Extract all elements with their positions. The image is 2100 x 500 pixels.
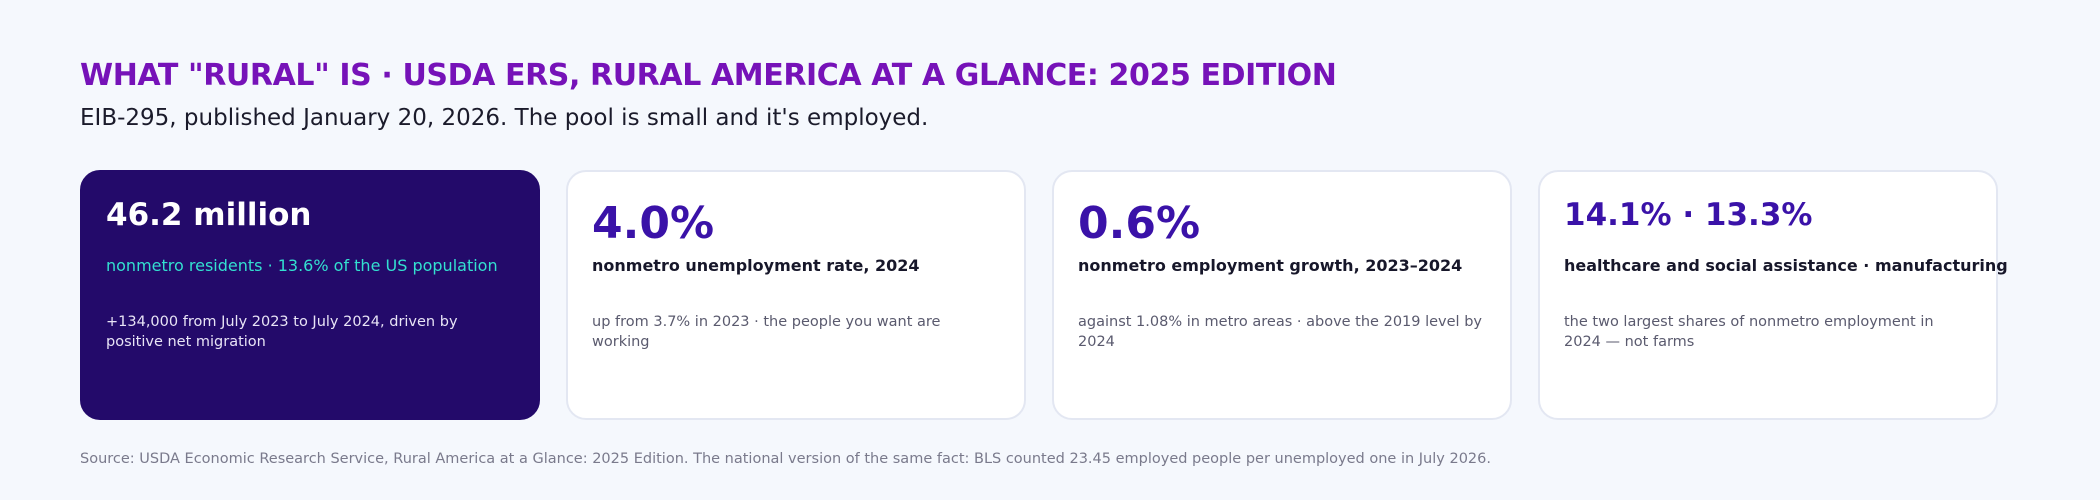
stat-note: against 1.08% in metro areas · above the… [1078,314,1482,350]
stat-card-population: 46.2 million nonmetro residents · 13.6% … [80,170,540,420]
stat-value: 14.1% · 13.3% [1564,197,1813,233]
stat-note: +134,000 from July 2023 to July 2024, dr… [106,314,458,350]
stat-note: the two largest shares of nonmetro emplo… [1564,314,1934,350]
stat-cards: 46.2 million nonmetro residents · 13.6% … [80,170,2008,420]
stat-label: healthcare and social assistance · manuf… [1564,256,2008,275]
stat-note: up from 3.7% in 2023 · the people you wa… [592,314,941,350]
page-subtitle: EIB-295, published January 20, 2026. The… [80,105,929,131]
stat-label: nonmetro employment growth, 2023–2024 [1078,256,1463,275]
stat-value: 0.6% [1078,198,1201,249]
stat-label: nonmetro unemployment rate, 2024 [592,256,920,275]
stat-value: 4.0% [592,198,715,249]
stat-card-employment-growth: 0.6% nonmetro employment growth, 2023–20… [1052,170,1512,420]
stat-card-unemployment: 4.0% nonmetro unemployment rate, 2024 up… [566,170,1026,420]
stat-card-industries: 14.1% · 13.3% healthcare and social assi… [1538,170,2008,420]
stat-label: nonmetro residents · 13.6% of the US pop… [106,256,498,275]
stat-value: 46.2 million [106,197,312,233]
source-note: Source: USDA Economic Research Service, … [80,451,1491,467]
page-title: WHAT "RURAL" IS · USDA ERS, RURAL AMERIC… [80,58,1337,93]
